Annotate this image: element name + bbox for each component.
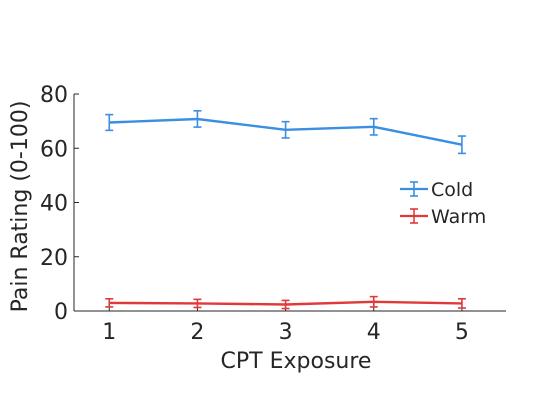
series-warm [105,295,466,310]
x-tick-label: 4 [367,320,381,345]
axes [73,94,506,312]
y-axis-title: Pain Rating (0-100) [8,101,33,313]
legend-item-warm: Warm [400,206,486,228]
x-tick-label: 1 [102,320,116,345]
y-tick-label: 40 [40,192,68,217]
series-cold [105,110,466,155]
x-tick-label: 3 [279,320,293,345]
x-tick-label: 5 [455,320,469,345]
y-tick-label: 80 [40,83,68,108]
x-ticks: 1 2 3 4 5 [102,306,469,345]
y-tick-label: 20 [40,246,68,271]
legend-label: Cold [431,179,473,201]
legend-symbol [400,208,428,224]
legend-label: Warm [431,206,486,228]
y-tick-label: 0 [54,300,68,325]
legend-item-cold: Cold [400,179,473,201]
legend: Cold Warm [400,179,486,228]
y-tick-label: 60 [40,137,68,162]
x-tick-label: 2 [190,320,204,345]
y-ticks: 0 20 40 60 80 [40,83,79,325]
legend-symbol [400,181,428,197]
series-layer [105,110,466,310]
x-axis-title: CPT Exposure [221,349,372,374]
